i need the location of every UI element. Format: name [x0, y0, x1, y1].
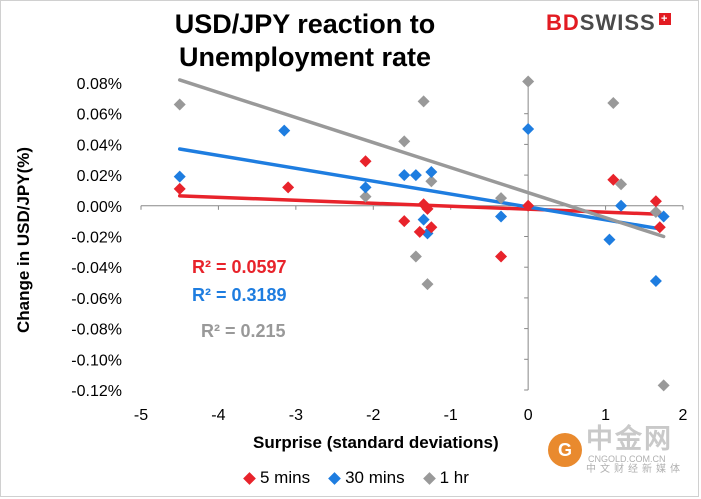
data-point-1-hr: [522, 75, 535, 88]
data-point-1-hr: [409, 250, 422, 263]
y-tick-labels: 0.08% 0.06% 0.04% 0.02% 0.00% -0.02% -0.04% -0.…: [71, 76, 122, 400]
x-tick-labels: -5 -4 -3 -2 -1 0 1 2: [134, 407, 688, 424]
data-point-5-mins: [421, 202, 434, 215]
data-point-30-mins: [359, 181, 372, 194]
trendline-1-hr: [177, 78, 666, 239]
r2-label-5mins: R² = 0.0597: [192, 257, 287, 277]
diamond-icon: [243, 471, 256, 485]
data-point-30-mins: [409, 169, 422, 182]
data-point-5-mins: [425, 221, 438, 234]
data-point-1-hr: [359, 190, 372, 203]
data-point-1-hr: [607, 96, 620, 109]
bdswiss-logo: BD SWISS +: [546, 10, 671, 36]
x-axis-label: Surprise (standard deviations): [253, 433, 499, 452]
y-tick-label: 0.00%: [77, 199, 122, 216]
data-point-30-mins: [278, 124, 291, 137]
axes: [140, 82, 684, 391]
x-tick-label: 0: [524, 407, 533, 424]
y-tick-label: 0.02%: [77, 168, 122, 185]
x-tick-label: 2: [679, 407, 688, 424]
data-point-5-mins: [522, 199, 535, 212]
y-tick-label: 0.08%: [77, 76, 122, 93]
y-tick-label: -0.06%: [71, 291, 122, 308]
data-point-1-hr: [417, 95, 430, 108]
watermark-domain: CNGOLD.COM.CN: [588, 454, 666, 464]
logo-text-bd: BD: [546, 10, 580, 35]
legend-label: 5 mins: [260, 468, 311, 487]
data-point-1-hr: [649, 205, 662, 218]
data-point-1-hr: [398, 135, 411, 148]
data-point-5-mins: [495, 250, 508, 263]
x-tick-label: -5: [134, 407, 148, 424]
data-point-1-hr: [421, 278, 434, 291]
legend-label: 1 hr: [439, 468, 469, 487]
diamond-icon: [422, 471, 436, 485]
data-point-5-mins: [398, 215, 411, 228]
logo-text-swiss: SWISS: [579, 10, 656, 35]
data-point-30-mins: [522, 123, 535, 136]
data-point-5-mins: [649, 195, 662, 208]
x-tick-label: -3: [289, 407, 303, 424]
data-point-30-mins: [173, 170, 186, 183]
r2-label-1hr: R² = 0.215: [201, 321, 286, 341]
y-tick-label: 0.06%: [77, 107, 122, 124]
trendline-30-mins: [177, 147, 662, 231]
y-tick-label: -0.02%: [71, 230, 122, 247]
data-point-5-mins: [359, 155, 372, 168]
x-tick-label: -4: [211, 407, 225, 424]
data-point-1-hr: [615, 178, 628, 191]
legend-item-1hr: 1 hr: [422, 468, 469, 488]
data-point-30-mins: [417, 213, 430, 226]
logo-plus-icon: +: [658, 13, 671, 25]
data-point-5-mins: [653, 221, 666, 234]
legend-label: 30 mins: [345, 468, 405, 487]
x-tick-label: -2: [366, 407, 380, 424]
diamond-icon: [328, 471, 341, 485]
data-point-30-mins: [495, 210, 508, 223]
data-point-30-mins: [398, 169, 411, 182]
data-point-1-hr: [425, 175, 438, 188]
watermark-title: 中金网: [586, 424, 673, 454]
y-tick-label: 0.04%: [77, 137, 122, 154]
data-point-5-mins: [413, 225, 426, 238]
r2-label-30mins: R² = 0.3189: [192, 285, 287, 305]
y-axis-label: Change in USD/JPY(%): [14, 146, 33, 334]
x-tick-label: -1: [444, 407, 458, 424]
y-tick-label: -0.08%: [71, 322, 122, 339]
data-point-30-mins: [615, 199, 628, 212]
cngold-watermark: G 中金网 CNGOLD.COM.CN 中文财经新媒体: [548, 424, 684, 476]
x-tick-label: 1: [601, 407, 610, 424]
legend-item-30mins: 30 mins: [328, 468, 405, 488]
data-points: [173, 75, 670, 392]
cngold-logo-icon: G: [548, 433, 582, 467]
data-point-30-mins: [603, 233, 616, 246]
data-point-30-mins: [425, 166, 438, 179]
chart-title: USD/JPY reaction to Unemployment rate: [174, 9, 436, 72]
data-point-5-mins: [173, 182, 186, 195]
y-tick-label: -0.04%: [71, 260, 122, 277]
data-point-5-mins: [607, 173, 620, 186]
legend-item-5mins: 5 mins: [243, 468, 311, 488]
y-tick-label: -0.10%: [71, 352, 122, 369]
watermark-subtitle: 中文财经新媒体: [586, 464, 684, 475]
data-point-30-mins: [657, 210, 670, 223]
data-point-5-mins: [282, 181, 295, 194]
data-point-1-hr: [495, 192, 508, 205]
data-point-1-hr: [657, 379, 670, 392]
data-point-1-hr: [173, 98, 186, 111]
y-tick-label: -0.12%: [71, 383, 122, 400]
legend: 5 mins 30 mins 1 hr: [243, 468, 469, 488]
data-point-30-mins: [649, 275, 662, 288]
